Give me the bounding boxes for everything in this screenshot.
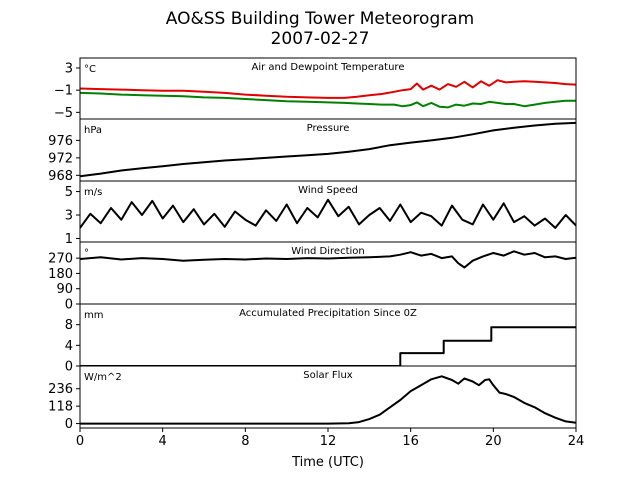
chart-title: AO&SS Building Tower Meteorogram xyxy=(166,9,474,29)
x-tick-label-6: 24 xyxy=(568,434,585,449)
panels-group: 3 −1 −5 °C Air and Dewpoint Temperature 968 97… xyxy=(48,57,577,432)
x-axis-label: Time (UTC) xyxy=(291,455,364,470)
panel-title-wind_speed: Wind Speed xyxy=(298,185,358,196)
panel-unit-wind_direction: ° xyxy=(84,248,89,259)
y-tick-label-solar_flux-2: 236 xyxy=(48,382,73,397)
panel-title-wind_direction: Wind Direction xyxy=(291,246,365,257)
series-line-pressure-1 xyxy=(80,121,576,178)
panel-precipitation: 0 4 8 mm Accumulated Precipitation Since 0Z xyxy=(65,303,577,375)
y-tick-label-temperature-1: −1 xyxy=(54,84,73,99)
panel-unit-wind_speed: m/s xyxy=(84,187,102,198)
panel-unit-precipitation: mm xyxy=(84,310,103,321)
y-tick-label-solar_flux-1: 118 xyxy=(48,400,73,415)
x-tick-label-4: 16 xyxy=(402,434,419,449)
panel-title-temperature: Air and Dewpoint Temperature xyxy=(252,62,405,73)
y-tick-label-precipitation-0: 0 xyxy=(65,360,73,375)
x-tick-label-2: 8 xyxy=(241,434,249,449)
panel-unit-solar_flux: W/m^2 xyxy=(84,372,122,383)
y-tick-label-pressure-2: 976 xyxy=(48,134,73,149)
y-tick-label-wind_speed-2: 5 xyxy=(65,185,73,200)
series-line-wind_direction-1 xyxy=(80,250,576,269)
y-tick-label-solar_flux-0: 0 xyxy=(65,417,73,432)
y-tick-label-precipitation-1: 4 xyxy=(65,339,73,354)
panel-unit-pressure: hPa xyxy=(84,125,102,136)
panel-wind_speed: 1 3 5 m/s Wind Speed xyxy=(65,180,577,247)
y-tick-label-temperature-2: −5 xyxy=(54,106,73,121)
x-axis: 0 4 8 12 16 20 24 xyxy=(76,428,584,449)
panel-unit-temperature: °C xyxy=(84,64,96,75)
y-tick-label-pressure-1: 972 xyxy=(48,151,73,166)
series-line-solar_flux-1 xyxy=(80,375,576,425)
panel-solar_flux: 0 118 236 W/m^2 Solar Flux xyxy=(48,365,577,432)
panel-pressure: 968 972 976 hPa Pressure xyxy=(48,118,577,184)
x-tick-label-5: 20 xyxy=(485,434,502,449)
y-tick-label-precipitation-2: 8 xyxy=(65,318,73,333)
y-tick-label-temperature-0: 3 xyxy=(65,61,73,76)
y-tick-label-wind_direction-2: 180 xyxy=(48,267,73,282)
panel-title-solar_flux: Solar Flux xyxy=(303,370,353,381)
x-tick-label-0: 0 xyxy=(76,434,84,449)
y-tick-label-wind_direction-3: 270 xyxy=(48,252,73,267)
series-line-temperature-1 xyxy=(80,79,576,99)
y-tick-label-wind_speed-0: 1 xyxy=(65,232,73,247)
chart-date-subtitle: 2007-02-27 xyxy=(271,29,370,49)
panel-title-pressure: Pressure xyxy=(307,123,350,134)
y-tick-label-wind_speed-1: 3 xyxy=(65,209,73,224)
x-tick-label-3: 12 xyxy=(320,434,337,449)
panel-title-precipitation: Accumulated Precipitation Since 0Z xyxy=(239,308,417,319)
series-line-wind_speed-1 xyxy=(80,198,576,229)
panel-temperature: 3 −1 −5 °C Air and Dewpoint Temperature xyxy=(54,57,577,121)
series-line-precipitation-1 xyxy=(80,326,576,366)
series-line-temperature-2 xyxy=(80,91,576,109)
y-tick-label-wind_direction-0: 0 xyxy=(65,298,73,313)
y-tick-label-wind_direction-1: 90 xyxy=(56,282,73,297)
x-tick-label-1: 4 xyxy=(159,434,167,449)
y-tick-label-pressure-0: 968 xyxy=(48,169,73,184)
